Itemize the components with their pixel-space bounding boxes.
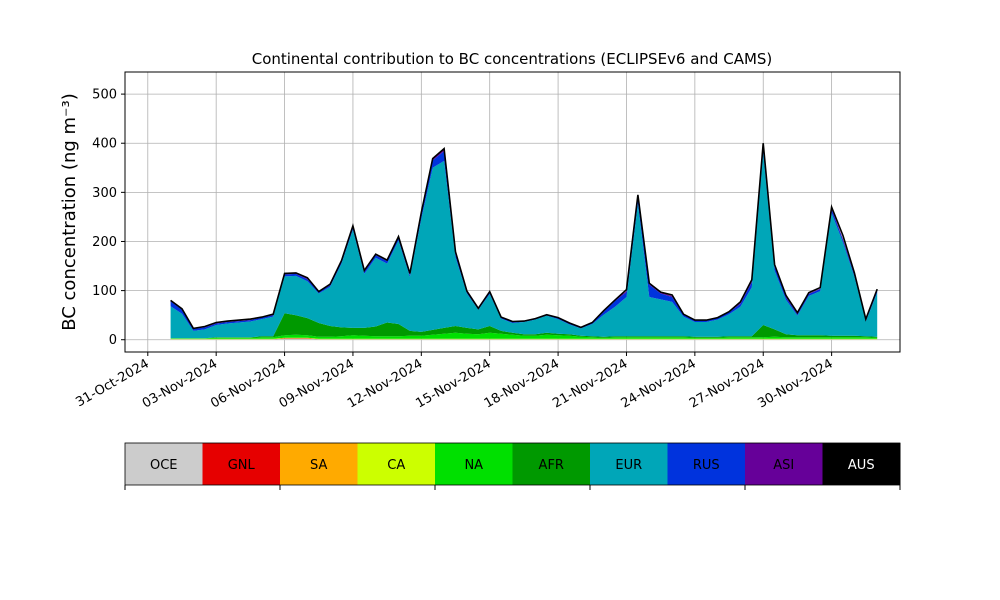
legend-swatch-rus [667,443,746,485]
legend-label-aus: AUS [848,458,875,473]
y-axis-ticks: 0 100 200 300 400 500 [92,88,125,348]
legend-label-sa: SA [310,458,327,473]
x-tick-label: 15-Nov-2024 [413,356,493,411]
legend-swatch-aus [822,443,901,485]
x-tick-label: 21-Nov-2024 [550,356,630,411]
legend-swatch-oce [125,443,203,485]
chart-title: Continental contribution to BC concentra… [252,50,773,68]
y-tick-label: 400 [92,137,117,152]
x-tick-label: 12-Nov-2024 [345,356,425,411]
legend-swatch-gnl [202,443,281,485]
area-na [170,332,878,339]
legend-label-ca: CA [387,458,405,473]
legend-swatch-eur [590,443,668,485]
legend-label-asi: ASI [773,458,794,473]
legend-swatch-na [435,443,513,485]
y-tick-label: 300 [92,186,117,201]
x-tick-label: 24-Nov-2024 [619,356,699,411]
x-tick-label: 06-Nov-2024 [208,356,288,411]
area-afr [170,313,878,339]
legend-label-eur: EUR [615,458,642,473]
x-axis-ticks: 31-Oct-202403-Nov-202406-Nov-202409-Nov-… [73,352,836,411]
stacked-areas [170,143,878,340]
area-ca [170,337,878,340]
legend-label-afr: AFR [539,458,564,473]
y-tick-label: 100 [92,284,117,299]
y-tick-label: 500 [92,88,117,103]
legend-swatch-asi [745,443,823,485]
area-eur [170,153,878,339]
x-tick-label: 03-Nov-2024 [140,356,220,411]
total-line [170,143,878,330]
legend-label-oce: OCE [150,458,178,473]
legend-swatch-sa [280,443,358,485]
legend-label-gnl: GNL [228,458,256,473]
x-tick-label: 18-Nov-2024 [482,356,562,411]
y-tick-label: 200 [92,235,117,250]
x-tick-label: 09-Nov-2024 [277,356,357,411]
legend-label-na: NA [464,458,483,473]
legend-swatch-ca [357,443,436,485]
y-axis-label: BC concentration (ng m⁻³) [59,93,80,331]
legend-label-rus: RUS [693,458,720,473]
y-tick-label: 0 [109,333,117,348]
colorbar-legend: OCE GNL SA CA NA AFR EUR RUS ASI AUS [124,442,901,490]
legend-frame [124,442,901,486]
axes [124,71,901,353]
x-tick-label: 27-Nov-2024 [687,356,767,411]
x-tick-label: 31-Oct-2024 [73,356,151,410]
x-tick-label: 30-Nov-2024 [755,356,835,411]
area-gnl [170,338,878,340]
legend-swatch-afr [512,443,591,485]
plot-frame [124,71,901,353]
